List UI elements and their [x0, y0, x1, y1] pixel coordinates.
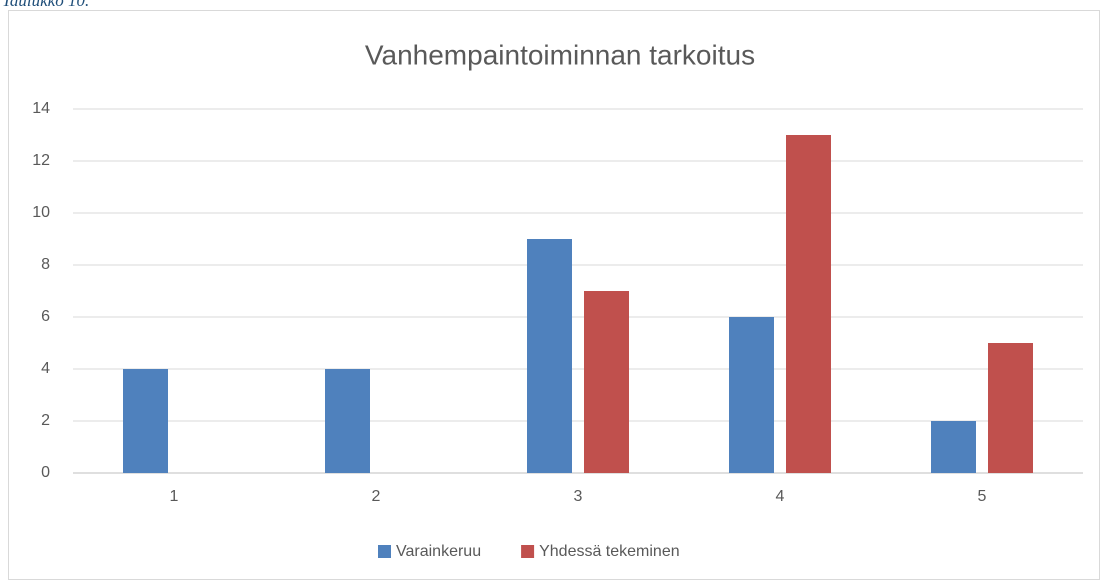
y-tick-label: 4 — [41, 360, 50, 377]
caption: Taulukko 10. — [2, 0, 89, 10]
bar — [325, 369, 370, 473]
x-tick-label: 5 — [978, 488, 987, 505]
bar — [931, 421, 976, 473]
bar — [786, 135, 831, 473]
y-tick-label: 2 — [41, 412, 50, 429]
y-tick-label: 0 — [41, 464, 50, 481]
x-tick-label: 1 — [170, 488, 179, 505]
bar — [123, 369, 168, 473]
x-tick-label: 3 — [574, 488, 583, 505]
bar — [988, 343, 1033, 473]
y-tick-label: 6 — [41, 308, 50, 325]
bar — [584, 291, 629, 473]
x-tick-label: 2 — [372, 488, 381, 505]
legend-swatch — [521, 545, 535, 558]
y-tick-label: 14 — [32, 100, 50, 117]
legend-label: Yhdessä tekeminen — [539, 543, 680, 560]
y-tick-label: 10 — [32, 204, 50, 221]
legend-label: Varainkeruu — [396, 543, 481, 560]
y-tick-label: 8 — [41, 256, 50, 273]
x-tick-label: 4 — [776, 488, 785, 505]
bar — [729, 317, 774, 473]
bar — [527, 239, 572, 473]
legend-swatch — [378, 545, 391, 558]
chart-title: Vanhempaintoiminnan tarkoitus — [365, 39, 755, 70]
y-tick-label: 12 — [32, 152, 50, 169]
